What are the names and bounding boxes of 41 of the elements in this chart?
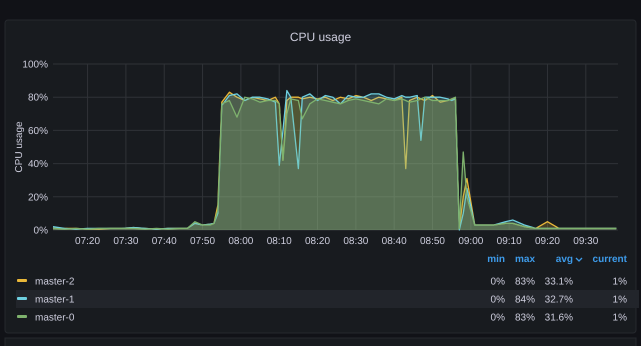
text: 0% [490,294,506,306]
text: 1% [612,276,628,288]
text: current [592,254,628,265]
x-tick-label: 08:30 [343,236,369,247]
legend-label: master-0 [35,312,75,324]
y-tick-label: 80% [28,92,48,104]
text: 33.1% [544,276,574,288]
x-tick-label: 08:00 [228,236,254,247]
y-tick-label: 60% [28,126,48,137]
x-tick-label: 09:30 [573,236,599,247]
text: avg [556,254,573,265]
y-tick-label: 0% [34,226,48,236]
x-tick-label: 08:20 [305,236,330,247]
y-tick-label: 20% [28,192,48,204]
chart-title: CPU usage [290,30,352,44]
x-tick-label: 09:20 [534,236,560,247]
x-tick-label: 08:10 [266,236,292,247]
text: 1% [612,294,628,306]
legend-label: master-1 [35,294,75,306]
x-tick-label: 08:40 [382,236,408,247]
x-tick-label: 07:40 [152,236,178,247]
y-tick-label: 100% [22,60,48,70]
text: 83% [514,276,536,288]
text: min [487,254,505,265]
x-tick-label: 07:30 [113,236,139,247]
y-tick-label: 40% [28,159,48,170]
text: 32.7% [544,294,574,306]
x-tick-label: 07:20 [75,236,101,247]
text: max [514,254,536,265]
x-tick-label: 07:50 [190,236,216,247]
text: 1% [612,312,628,324]
text: 31.6% [544,312,574,324]
y-axis-title: CPU usage [14,120,25,173]
legend-label: master-2 [35,276,75,288]
text: 0% [490,312,506,324]
text: 83% [514,312,536,324]
text: 84% [514,294,536,306]
text: 0% [490,276,506,288]
x-tick-label: 09:10 [496,236,522,247]
x-tick-label: 08:50 [420,236,446,247]
x-tick-label: 09:00 [458,236,484,247]
